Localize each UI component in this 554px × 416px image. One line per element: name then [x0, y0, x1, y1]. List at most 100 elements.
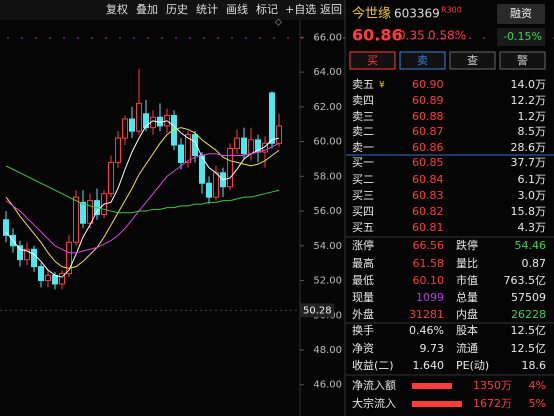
dot: [441, 37, 443, 39]
stat-label: 最高: [352, 256, 374, 270]
y-tick-label: 54.00: [313, 241, 342, 252]
ask-icon: ¥: [379, 81, 385, 91]
action-button[interactable]: [499, 51, 546, 70]
stat-value: 60.10: [413, 274, 445, 287]
stat-label: 股本: [456, 323, 478, 337]
candle-body: [171, 115, 177, 146]
dot: [455, 37, 457, 39]
candle-body: [3, 219, 9, 236]
candle-body: [129, 118, 135, 132]
toolbar-button: 返回: [320, 3, 342, 16]
stat-value: 61.58: [413, 257, 445, 270]
y-tick-label: 66.00: [313, 32, 342, 43]
dot: [273, 37, 275, 39]
stat-value: 12.5亿: [511, 324, 547, 337]
book-label: 买四: [352, 205, 374, 218]
candle-body: [87, 200, 93, 224]
dot: [35, 37, 37, 39]
candle-body: [234, 137, 240, 150]
dot: [77, 37, 79, 39]
stat-label: 内盘: [456, 307, 478, 321]
book-label: 买一: [352, 156, 374, 169]
candle-body: [45, 274, 51, 282]
action-button[interactable]: [449, 51, 496, 70]
candle-body: [143, 113, 149, 129]
margin-button[interactable]: [497, 4, 545, 24]
flow-amount: 1672万: [473, 397, 512, 410]
settings-icon[interactable]: ◇: [275, 18, 282, 28]
moving-average: [5, 142, 280, 254]
candle-body: [31, 248, 37, 268]
stat-value: 66.56: [413, 239, 445, 252]
stat-label: 收益(二): [352, 358, 394, 372]
toolbar-button: 统计: [196, 3, 218, 16]
stat-value: 763.5亿: [504, 274, 547, 287]
dot: [63, 37, 65, 39]
flow-label: 大宗流入: [352, 396, 396, 410]
dot: [371, 37, 373, 39]
toolbar-button: 历史: [166, 3, 188, 16]
y-tick-label: 60.00: [313, 137, 342, 148]
y-tick-label: 48.00: [313, 345, 342, 356]
dot: [231, 37, 233, 39]
book-price: 60.90: [412, 78, 444, 91]
price-change-pct: 0.58%: [428, 29, 466, 43]
candle-body: [185, 134, 191, 163]
moving-average: [5, 120, 280, 278]
stat-label: 跌停: [456, 238, 478, 252]
margin-label: 融资: [510, 7, 532, 20]
book-price: 60.82: [412, 205, 444, 218]
action-button[interactable]: [349, 51, 396, 70]
price-change: 0.35: [398, 29, 425, 43]
dot: [469, 37, 471, 39]
price-marker-label: 50.28: [303, 305, 332, 316]
dot: [483, 37, 485, 39]
dot: [385, 37, 387, 39]
book-price: 60.81: [412, 221, 444, 234]
dot: [315, 37, 317, 39]
dot: [329, 37, 331, 39]
dot: [287, 37, 289, 39]
dot: [399, 37, 401, 39]
book-label: 买五: [352, 221, 374, 234]
book-price: 60.89: [412, 94, 444, 107]
stat-label: 市值: [456, 273, 478, 287]
book-volume: 4.3万: [518, 221, 547, 234]
stat-value: 0.46%: [409, 324, 444, 337]
stat-value: 54.46: [515, 239, 547, 252]
book-volume: 3.0万: [518, 189, 547, 202]
candle-body: [192, 134, 198, 156]
flow-amount: 1350万: [473, 379, 512, 392]
action-button[interactable]: [399, 51, 446, 70]
dot: [175, 37, 177, 39]
index-tag: R300: [441, 6, 462, 15]
book-label: 卖三: [352, 110, 374, 123]
index-box: [497, 28, 545, 46]
y-tick-label: 64.00: [313, 67, 342, 78]
dot: [21, 37, 23, 39]
candle-body: [66, 241, 72, 275]
toolbar-button: 复权: [106, 2, 128, 16]
stock-code: 603369: [394, 7, 440, 21]
stat-value: 18.6: [522, 359, 547, 372]
moving-average: [5, 127, 280, 269]
stat-label: PE(动): [456, 359, 489, 372]
book-volume: 28.6万: [511, 141, 547, 154]
stat-value: 9.73: [420, 342, 445, 355]
stock-name: 今世缘: [352, 6, 391, 22]
dot: [189, 37, 191, 39]
stat-value: 57509: [511, 291, 546, 304]
candle-body: [178, 144, 184, 163]
stat-label: 外盘: [352, 307, 374, 321]
book-volume: 8.5万: [518, 125, 547, 138]
dot: [49, 37, 51, 39]
action-label: 警: [517, 53, 528, 67]
y-tick-label: 52.00: [313, 276, 342, 287]
dot: [133, 37, 135, 39]
stat-value: 12.5亿: [511, 342, 547, 355]
stat-label: 换手: [352, 323, 374, 337]
stat-label: 量比: [456, 257, 478, 270]
stat-label: 涨停: [352, 238, 374, 252]
book-price: 60.83: [412, 189, 444, 202]
